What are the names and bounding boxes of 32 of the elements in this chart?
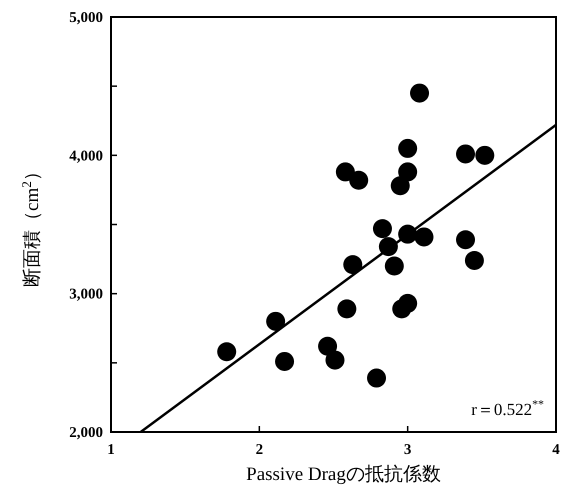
point [456, 144, 476, 164]
y-tick-label: 5,000 [69, 10, 103, 26]
point [464, 250, 484, 270]
x-tick-label: 2 [256, 442, 264, 458]
y-tick-label: 3,000 [69, 286, 103, 303]
point [410, 84, 430, 103]
point [398, 138, 418, 158]
x-tick-label: 3 [404, 442, 412, 458]
x-axis-title: Passive Dragの抵抗係数 [246, 464, 441, 485]
point [275, 352, 294, 371]
point [372, 219, 392, 238]
point [384, 256, 404, 276]
point [414, 227, 434, 246]
annotation: r＝0.522$^{**}$ [471, 397, 544, 419]
point [318, 336, 338, 356]
point [390, 176, 410, 196]
y-tick-label: 4,000 [69, 148, 103, 164]
y-tick-label: 2,000 [69, 425, 103, 441]
point [337, 299, 356, 318]
point [217, 342, 236, 362]
point [266, 312, 286, 331]
x-tick-label: 4 [552, 442, 560, 458]
point [336, 162, 355, 182]
point [325, 350, 344, 370]
point [456, 230, 476, 250]
point [367, 368, 386, 388]
point [349, 170, 368, 190]
point [343, 255, 362, 274]
point [398, 294, 418, 313]
x-tick-label: 1 [107, 442, 115, 458]
point [398, 162, 418, 182]
point [475, 146, 494, 165]
